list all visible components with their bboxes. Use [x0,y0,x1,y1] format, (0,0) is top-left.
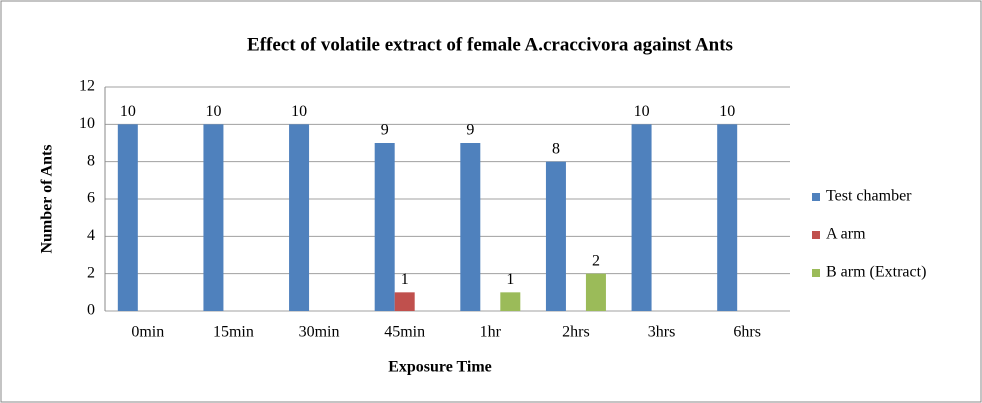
data-label: 1 [401,271,409,288]
data-label: 10 [291,103,307,120]
data-label: 8 [552,140,560,157]
bar [289,124,310,311]
data-label: 10 [120,103,136,120]
data-label: 10 [719,103,735,120]
x-axis-label: Exposure Time [388,359,492,376]
data-label: 9 [381,122,389,139]
data-label: 10 [205,103,221,120]
y-tick-label: 8 [87,152,95,169]
bar [460,143,481,311]
data-label: 1 [506,271,514,288]
legend-label: B arm (Extract) [826,264,926,281]
legend-label: Test chamber [826,188,912,205]
y-tick-label: 10 [79,115,95,132]
bar [717,124,738,311]
bar [117,124,138,311]
legend-swatch [812,269,820,277]
y-axis-label: Number of Ants [39,144,56,253]
x-tick-label: 1hr [480,324,502,341]
bar [394,292,415,311]
data-label: 9 [466,122,474,139]
legend-label: A arm [826,226,866,243]
y-tick-label: 0 [87,302,95,319]
bar [203,124,224,311]
x-tick-label: 6hrs [733,324,761,341]
x-tick-label: 15min [213,324,254,341]
x-tick-label: 30min [299,324,340,341]
bar [500,292,521,311]
x-tick-label: 45min [384,324,425,341]
chart-title: Effect of volatile extract of female A.c… [247,34,733,55]
data-label: 2 [592,252,600,269]
bar [585,273,606,311]
y-tick-label: 4 [87,227,95,244]
legend-swatch [812,193,820,201]
data-label: 10 [634,103,650,120]
bar [545,161,566,311]
y-tick-label: 6 [87,190,95,207]
y-tick-label: 2 [87,264,95,281]
bar [631,124,652,311]
x-tick-label: 0min [131,324,164,341]
y-tick-label: 12 [79,78,95,95]
legend-swatch [812,231,820,239]
x-tick-label: 3hrs [648,324,676,341]
bar [374,143,395,311]
x-tick-label: 2hrs [562,324,590,341]
